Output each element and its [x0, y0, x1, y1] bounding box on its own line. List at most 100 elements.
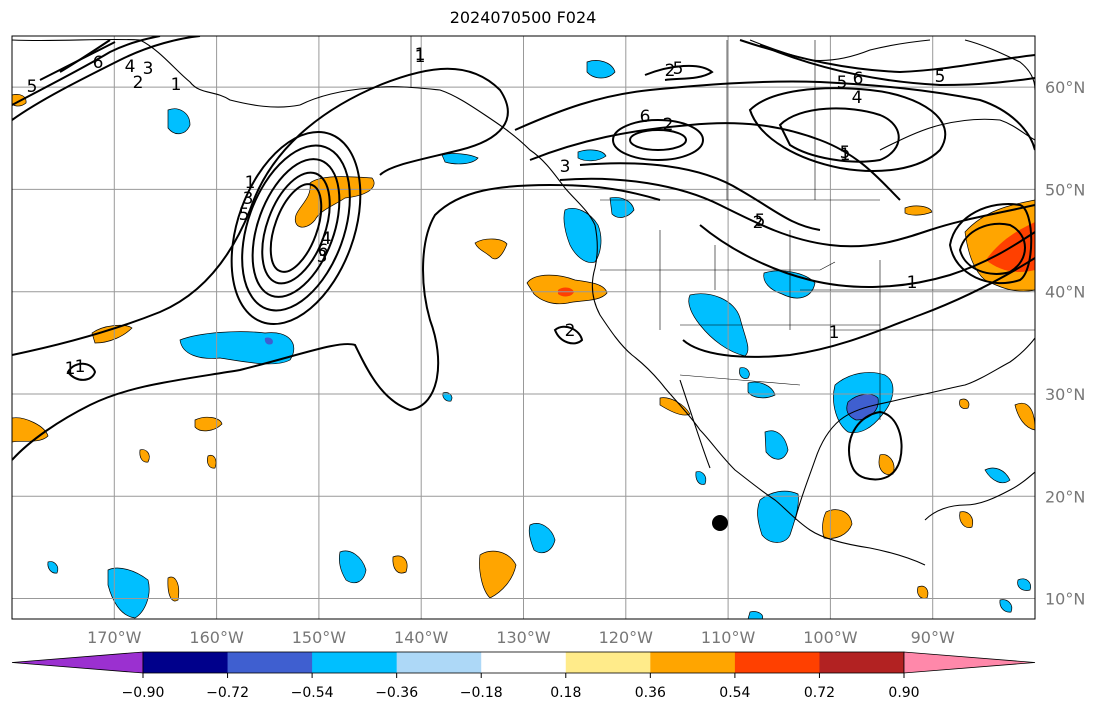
latitude-tick-label: 50°N: [1045, 180, 1085, 199]
contour-line: [848, 410, 903, 481]
anomaly-blob: [586, 60, 616, 79]
contour-label: 3: [317, 247, 328, 267]
anomaly-blob: [764, 430, 789, 460]
colorbar-tick-label: −0.18: [460, 685, 503, 701]
longitude-labels: 170°W 160°W 150°W 140°W 130°W 120°W 110°W 100°W…: [87, 628, 955, 647]
contour-label: 3: [243, 189, 254, 209]
contour-line: [251, 158, 341, 298]
contour-line: [748, 87, 947, 172]
contour-line: [699, 224, 1035, 288]
longitude-tick-label: 160°W: [189, 628, 244, 647]
anomaly-blob: [917, 585, 929, 599]
anomaly-blob: [999, 599, 1013, 613]
colorbar-segment: [565, 652, 651, 673]
latitude-labels: 60°N 50°N 40°N 30°N 20°N 10°N: [1045, 78, 1085, 608]
anomaly-blob: [91, 324, 133, 344]
colorbar-segment: [481, 652, 567, 673]
latitude-tick-label: 20°N: [1045, 487, 1085, 506]
colorbar-tick-label: −0.72: [206, 685, 249, 701]
anomaly-blob: [442, 392, 453, 402]
anomaly-blob: [194, 416, 223, 432]
colorbar-extend-low: [11, 651, 144, 674]
anomaly-blob: [577, 149, 607, 162]
contour-line: [261, 171, 331, 285]
longitude-tick-label: 150°W: [292, 628, 347, 647]
contour-label: 5: [27, 77, 38, 97]
anomaly-blob: [739, 367, 750, 379]
colorbar-segment: [734, 652, 820, 673]
contour-line: [230, 130, 362, 326]
contour-label: 2: [663, 115, 674, 135]
contour-line: [12, 67, 509, 356]
coastlines: [12, 38, 1035, 566]
anomaly-blob: [479, 550, 517, 599]
contour-label: 1: [840, 145, 851, 165]
contour-line: [59, 39, 111, 73]
contour-line: [739, 39, 1035, 74]
contour-label: 1: [171, 75, 182, 95]
contour-label: 1: [415, 47, 426, 67]
contours: [12, 36, 1035, 481]
colorbar-segment: [396, 652, 482, 673]
contour-line: [958, 222, 1026, 275]
contour-line: [12, 36, 161, 106]
colorbar-tick-label: −0.36: [375, 685, 418, 701]
contour-label: 2: [665, 61, 676, 81]
contour-line: [948, 203, 1033, 285]
anomaly-blob: [441, 153, 479, 165]
colorbar: [11, 651, 1036, 674]
contour-line: [241, 144, 351, 312]
latitude-tick-label: 60°N: [1045, 78, 1085, 97]
anomaly-blob: [264, 337, 273, 345]
longitude-tick-label: 120°W: [599, 628, 654, 647]
anomaly-blob: [959, 398, 970, 409]
colorbar-tick-label: −0.90: [122, 685, 165, 701]
latitude-tick-label: 30°N: [1045, 385, 1085, 404]
contour-label: 2: [133, 73, 144, 93]
colorbar-tick-label: 0.36: [635, 685, 666, 701]
colorbar-tick-label: 0.72: [804, 685, 835, 701]
anomaly-blob: [167, 108, 191, 134]
latitude-tick-label: 10°N: [1045, 590, 1085, 609]
contour-label: 1: [907, 273, 918, 293]
anomaly-blob: [695, 471, 707, 485]
longitude-tick-label: 170°W: [87, 628, 142, 647]
anomaly-blob: [167, 576, 180, 602]
anomaly-blob: [1017, 578, 1032, 591]
anomaly-blob: [959, 511, 974, 528]
contour-line: [612, 119, 704, 161]
colorbar-segment: [819, 652, 905, 673]
contour-line: [629, 129, 687, 151]
contour-label: 5: [840, 143, 851, 163]
anomaly-blob: [609, 197, 635, 218]
anomaly-blob: [392, 555, 408, 574]
anomaly-blob: [904, 205, 933, 216]
contour-line: [529, 122, 901, 201]
contour-line: [559, 177, 1035, 248]
anomaly-blob: [47, 561, 59, 574]
anomaly-blob: [207, 454, 217, 469]
contour-label: 4: [852, 88, 863, 108]
contour-line: [553, 325, 584, 345]
latitude-tick-label: 40°N: [1045, 283, 1085, 302]
anomaly-blob: [339, 550, 367, 584]
colorbar-tick-label: −0.54: [291, 685, 334, 701]
longitude-tick-label: 100°W: [803, 628, 858, 647]
contour-label: 5: [755, 211, 766, 231]
longitude-tick-label: 130°W: [496, 628, 551, 647]
map-title: 2024070500 F024: [449, 8, 597, 27]
negative-anomaly-shading: [47, 60, 1032, 619]
contour-label: 3: [560, 157, 571, 177]
contour-label: 3: [143, 59, 154, 79]
contour-label: 1: [829, 323, 840, 343]
anomaly-blob: [1014, 402, 1035, 431]
contour-label: 1: [75, 357, 86, 377]
colorbar-extend-high: [903, 651, 1036, 674]
contour-label: 5: [935, 67, 946, 87]
colorbar-tick-label: 0.54: [719, 685, 750, 701]
contour-label: 6: [93, 53, 104, 73]
map-frame: [11, 35, 1036, 620]
longitude-tick-label: 110°W: [701, 628, 756, 647]
contour-line: [514, 80, 1035, 151]
